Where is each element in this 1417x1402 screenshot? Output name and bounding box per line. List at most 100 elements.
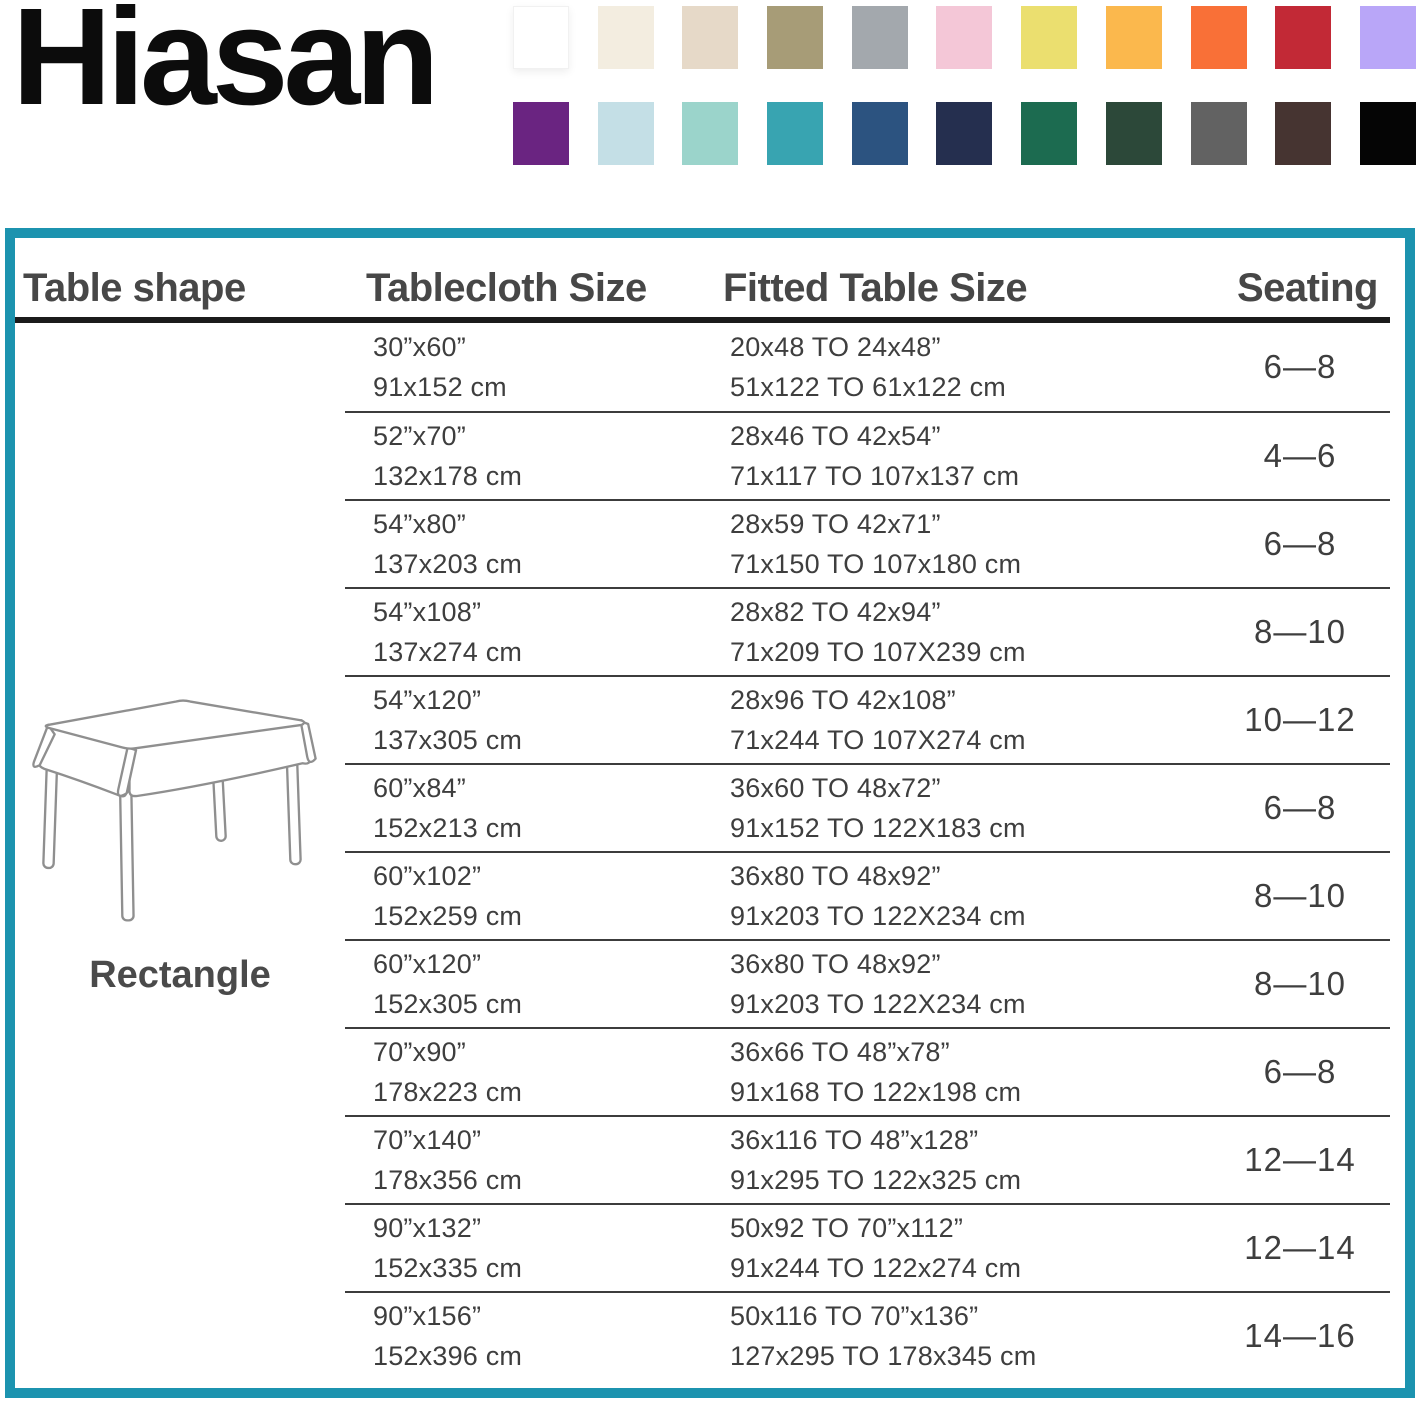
size-inches: 60”x84” xyxy=(373,772,466,803)
fitted-inches: 50x116 TO 70”x136” xyxy=(730,1300,979,1331)
fitted-table-size-cell: 28x82 TO 42x94” 71x209 TO 107X239 cm xyxy=(730,597,1210,668)
table-row: 90”x132” 152x335 cm 50x92 TO 70”x112” 91… xyxy=(345,1203,1390,1291)
fitted-inches: 28x46 TO 42x54” xyxy=(730,420,941,451)
fitted-cm: 91x244 TO 122x274 cm xyxy=(730,1252,1022,1283)
size-cm: 178x356 cm xyxy=(373,1164,523,1195)
swatch-ivory xyxy=(597,6,654,69)
brand-logo: Hiasan xyxy=(12,0,440,134)
seating-cell: 6—8 xyxy=(1263,1053,1337,1090)
size-cm: 152x305 cm xyxy=(373,988,523,1019)
seating-cell: 12—14 xyxy=(1244,1229,1356,1266)
size-inches: 90”x132” xyxy=(373,1212,482,1243)
table-row: 54”x80” 137x203 cm 28x59 TO 42x71” 71x15… xyxy=(345,499,1390,587)
fitted-table-size-cell: 50x92 TO 70”x112” 91x244 TO 122x274 cm xyxy=(730,1213,1210,1284)
swatch-beige xyxy=(682,6,739,69)
size-inches: 60”x102” xyxy=(373,860,482,891)
fitted-table-size-cell: 28x96 TO 42x108” 71x244 TO 107X274 cm xyxy=(730,685,1210,756)
table-row: 54”x108” 137x274 cm 28x82 TO 42x94” 71x2… xyxy=(345,587,1390,675)
size-inches: 60”x120” xyxy=(373,948,482,979)
size-cm: 152x335 cm xyxy=(373,1252,523,1283)
tablecloth-size-cell: 54”x120” 137x305 cm xyxy=(373,685,730,756)
size-inches: 70”x140” xyxy=(373,1124,482,1155)
tablecloth-size-cell: 54”x80” 137x203 cm xyxy=(373,509,730,580)
seating-cell: 8—10 xyxy=(1253,965,1347,1002)
fitted-table-size-cell: 36x80 TO 48x92” 91x203 TO 122X234 cm xyxy=(730,949,1210,1020)
swatch-gray xyxy=(851,6,908,69)
tablecloth-size-cell: 60”x102” 152x259 cm xyxy=(373,861,730,932)
rectangle-table-icon xyxy=(32,699,317,922)
size-cm: 152x213 cm xyxy=(373,812,523,843)
size-inches: 54”x120” xyxy=(373,684,482,715)
size-cm: 152x259 cm xyxy=(373,900,523,931)
fitted-cm: 91x168 TO 122x198 cm xyxy=(730,1076,1022,1107)
swatch-gold xyxy=(1105,6,1162,69)
seating-cell: 10—12 xyxy=(1244,701,1356,738)
fitted-cm: 91x203 TO 122X234 cm xyxy=(730,900,1026,931)
seating-cell: 14—16 xyxy=(1244,1317,1356,1354)
swatch-blue xyxy=(851,102,908,165)
tablecloth-size-cell: 54”x108” 137x274 cm xyxy=(373,597,730,668)
fitted-inches: 28x96 TO 42x108” xyxy=(730,684,956,715)
size-inches: 90”x156” xyxy=(373,1300,482,1331)
table-row: 60”x120” 152x305 cm 36x80 TO 48x92” 91x2… xyxy=(345,939,1390,1027)
swatch-navy xyxy=(936,102,993,165)
swatch-dark-gray xyxy=(1190,102,1247,165)
table-row: 52”x70” 132x178 cm 28x46 TO 42x54” 71x11… xyxy=(345,411,1390,499)
seating-cell: 4—6 xyxy=(1263,437,1337,474)
size-cm: 137x203 cm xyxy=(373,548,523,579)
tablecloth-size-cell: 60”x84” 152x213 cm xyxy=(373,773,730,844)
fitted-cm: 71x117 TO 107x137 cm xyxy=(730,460,1020,491)
fitted-inches: 28x82 TO 42x94” xyxy=(730,596,941,627)
fitted-table-size-cell: 20x48 TO 24x48” 51x122 TO 61x122 cm xyxy=(730,332,1210,403)
swatch-purple xyxy=(513,102,569,165)
swatch-row-2 xyxy=(513,102,1416,165)
fitted-cm: 71x150 TO 107x180 cm xyxy=(730,548,1022,579)
table-row: 30”x60” 91x152 cm 20x48 TO 24x48” 51x122… xyxy=(345,323,1390,411)
swatch-brown xyxy=(1275,102,1332,165)
swatch-khaki xyxy=(767,6,824,69)
header-tablecloth-size: Tablecloth Size xyxy=(366,266,647,310)
fitted-inches: 36x80 TO 48x92” xyxy=(730,860,941,891)
shape-label: Rectangle xyxy=(89,954,271,996)
table-row: 54”x120” 137x305 cm 28x96 TO 42x108” 71x… xyxy=(345,675,1390,763)
header-seating: Seating xyxy=(1237,266,1378,310)
fitted-inches: 36x60 TO 48x72” xyxy=(730,772,941,803)
seating-cell: 6—8 xyxy=(1263,789,1337,826)
swatch-red xyxy=(1275,6,1332,69)
swatch-lavender xyxy=(1359,6,1416,69)
table-row: 90”x156” 152x396 cm 50x116 TO 70”x136” 1… xyxy=(345,1291,1390,1379)
tablecloth-size-cell: 60”x120” 152x305 cm xyxy=(373,949,730,1020)
fitted-cm: 71x209 TO 107X239 cm xyxy=(730,636,1026,667)
color-swatch-grid xyxy=(513,6,1416,165)
tablecloth-size-cell: 52”x70” 132x178 cm xyxy=(373,421,730,492)
size-inches: 52”x70” xyxy=(373,420,466,451)
size-cm: 137x305 cm xyxy=(373,724,523,755)
seating-cell: 12—14 xyxy=(1244,1141,1356,1178)
fitted-cm: 127x295 TO 178x345 cm xyxy=(730,1340,1037,1371)
table-row: 60”x84” 152x213 cm 36x60 TO 48x72” 91x15… xyxy=(345,763,1390,851)
header-table-shape: Table shape xyxy=(23,266,246,310)
tablecloth-size-cell: 30”x60” 91x152 cm xyxy=(373,332,730,403)
size-cm: 178x223 cm xyxy=(373,1076,523,1107)
size-inches: 54”x80” xyxy=(373,508,466,539)
fitted-inches: 36x116 TO 48”x128” xyxy=(730,1124,979,1155)
swatch-light-blue xyxy=(597,102,654,165)
table-row: 70”x140” 178x356 cm 36x116 TO 48”x128” 9… xyxy=(345,1115,1390,1203)
fitted-cm: 71x244 TO 107X274 cm xyxy=(730,724,1026,755)
fitted-table-size-cell: 28x59 TO 42x71” 71x150 TO 107x180 cm xyxy=(730,509,1210,580)
size-chart-rows: 30”x60” 91x152 cm 20x48 TO 24x48” 51x122… xyxy=(345,323,1390,1379)
fitted-table-size-cell: 36x116 TO 48”x128” 91x295 TO 122x325 cm xyxy=(730,1125,1210,1196)
seating-cell: 8—10 xyxy=(1253,613,1347,650)
size-inches: 54”x108” xyxy=(373,596,482,627)
table-shape-cell: Rectangle xyxy=(15,295,345,1348)
fitted-table-size-cell: 28x46 TO 42x54” 71x117 TO 107x137 cm xyxy=(730,421,1210,492)
size-cm: 137x274 cm xyxy=(373,636,523,667)
swatch-yellow xyxy=(1021,6,1078,69)
size-chart-header-row: Table shape Tablecloth Size Fitted Table… xyxy=(15,238,1390,323)
seating-cell: 6—8 xyxy=(1263,525,1337,562)
size-cm: 132x178 cm xyxy=(373,460,523,491)
size-chart-panel: Table shape Tablecloth Size Fitted Table… xyxy=(5,228,1415,1398)
fitted-inches: 36x66 TO 48”x78” xyxy=(730,1036,950,1067)
tablecloth-size-cell: 90”x132” 152x335 cm xyxy=(373,1213,730,1284)
table-row: 60”x102” 152x259 cm 36x80 TO 48x92” 91x2… xyxy=(345,851,1390,939)
